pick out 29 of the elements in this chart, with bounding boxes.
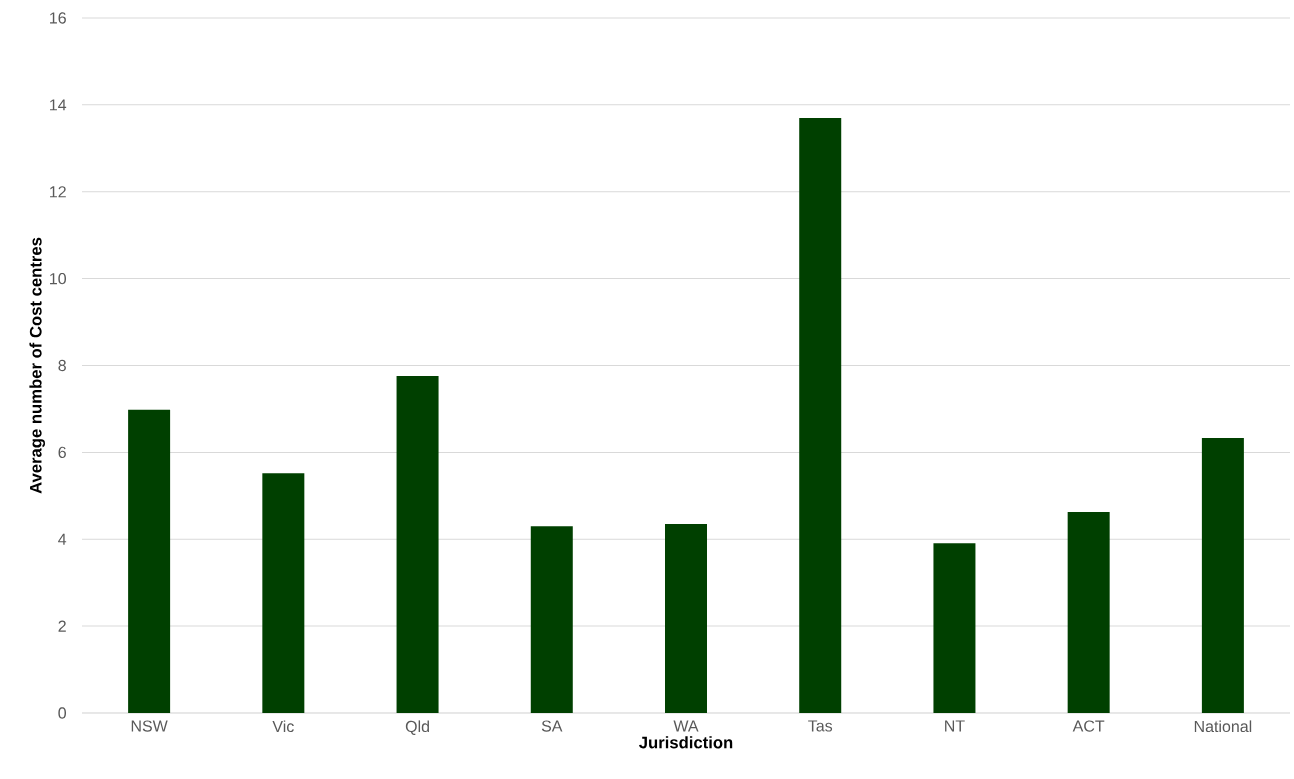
y-tick-label: 12 xyxy=(50,186,66,198)
bar xyxy=(530,526,573,713)
bar xyxy=(1201,438,1244,713)
bar xyxy=(665,524,707,713)
y-tick-label: 8 xyxy=(58,359,66,372)
x-tick-label: Qld xyxy=(405,720,429,735)
y-tick-label: 4 xyxy=(58,533,67,545)
bar xyxy=(1067,511,1110,713)
bar xyxy=(128,409,171,713)
y-tick-label: 14 xyxy=(50,99,67,111)
y-tick-label: 2 xyxy=(58,620,66,632)
y-tick-label: 6 xyxy=(58,446,66,459)
x-tick-label: Tas xyxy=(808,720,833,732)
x-tick-label: SA xyxy=(541,720,563,732)
x-tick-label: WA xyxy=(673,720,699,732)
x-tick-label: ACT xyxy=(1072,720,1105,732)
bar xyxy=(799,117,842,713)
x-tick-label: National xyxy=(1194,720,1252,733)
x-axis-title: Jurisdiction xyxy=(639,736,733,749)
bar xyxy=(933,543,976,713)
bar xyxy=(262,473,305,713)
y-tick-label: 16 xyxy=(50,12,66,24)
x-tick-label: NSW xyxy=(131,720,168,732)
y-tick-label: 0 xyxy=(58,707,67,719)
x-tick-label: NT xyxy=(945,720,965,732)
y-tick-label: 10 xyxy=(50,272,67,285)
bar xyxy=(396,375,439,713)
x-tick-label: Vic xyxy=(272,720,294,733)
y-axis-title: Average number of Cost centres xyxy=(29,237,46,494)
